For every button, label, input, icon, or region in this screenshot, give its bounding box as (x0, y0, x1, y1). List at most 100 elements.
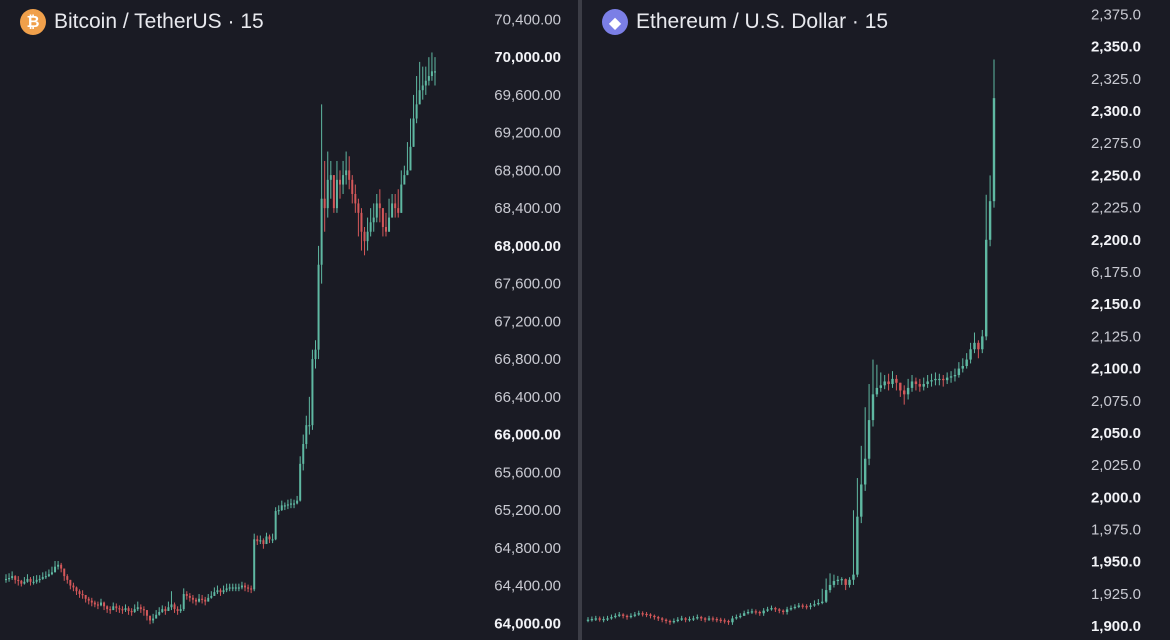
btc-candle (118, 605, 121, 613)
btc-candle-body (381, 208, 384, 228)
btc-candle-body (253, 539, 256, 590)
eth-candle-body (809, 605, 812, 607)
btc-candle-body (375, 203, 378, 218)
btc-candle (427, 57, 430, 86)
eth-candle (754, 609, 758, 615)
btc-candle (381, 208, 384, 237)
btc-candle-body (250, 588, 253, 590)
eth-candle (793, 604, 797, 610)
btc-y-tick-label: 69,600.00 (494, 87, 561, 104)
btc-candle-body (161, 609, 164, 612)
eth-candle-body (918, 384, 922, 387)
btc-candle-body (145, 610, 148, 616)
btc-candle-body (228, 587, 231, 589)
btc-candle-body (210, 595, 213, 598)
eth-y-tick-label: 2,050.0 (1091, 425, 1141, 442)
eth-candle (867, 384, 871, 466)
btc-candle (35, 575, 38, 584)
btc-candle-body (29, 578, 32, 582)
btc-candle (5, 574, 7, 583)
btc-candle (84, 594, 87, 603)
eth-candle-body (621, 614, 625, 616)
btc-candle-body (207, 597, 210, 602)
btc-candle (415, 76, 418, 124)
btc-candle-body (293, 503, 296, 505)
btc-candle (204, 596, 207, 606)
btc-candle (369, 208, 372, 237)
eth-candle (762, 608, 765, 616)
btc-candle-body (213, 592, 216, 596)
btc-candle-body (403, 175, 406, 185)
eth-candle (860, 445, 863, 524)
btc-candle-body (384, 227, 387, 232)
eth-candle (766, 606, 769, 612)
btc-y-tick-label: 66,800.00 (494, 351, 561, 368)
eth-candle (992, 59, 996, 208)
btc-y-tick-label: 68,800.00 (494, 162, 561, 179)
btc-candle (277, 505, 280, 515)
btc-candle-body (427, 76, 430, 81)
eth-candle-body (641, 613, 644, 615)
btc-candle (57, 561, 60, 570)
btc-candle-body (388, 217, 391, 232)
eth-candle-body (750, 611, 754, 613)
btc-candlestick-chart[interactable]: 70,400.00 70,000.00 69,600.00 69,200.00 68,8… (0, 0, 578, 640)
btc-candle-body (308, 425, 311, 427)
btc-candle (332, 175, 335, 213)
btc-candle-body (339, 179, 342, 185)
btc-candle-body (366, 231, 369, 242)
eth-candle (625, 614, 629, 620)
btc-candle-body (133, 609, 136, 612)
btc-candle-body (320, 198, 323, 265)
btc-candle-body (391, 203, 394, 218)
eth-candle-body (981, 336, 984, 350)
btc-candle-body (400, 184, 403, 213)
btc-candle (145, 610, 148, 621)
eth-candle (879, 372, 882, 392)
panel-divider[interactable] (578, 0, 582, 640)
btc-candle-body (93, 602, 96, 605)
btc-candle (339, 170, 342, 199)
eth-candle (938, 373, 941, 386)
btc-chart-panel[interactable]: 70,400.00 70,000.00 69,600.00 69,200.00 68,8… (0, 0, 578, 640)
eth-y-tick-label: 1,975.0 (1091, 522, 1141, 539)
eth-candle (641, 611, 644, 617)
eth-candle (727, 619, 730, 625)
btc-candle-body (139, 607, 142, 610)
btc-candle-body (225, 588, 228, 591)
eth-candle-body (992, 98, 996, 202)
eth-candle (746, 609, 750, 615)
btc-candle-body (342, 175, 345, 185)
btc-candle-body (363, 231, 366, 242)
eth-candle-body (863, 458, 867, 485)
eth-candle (586, 617, 590, 623)
btc-candle (87, 596, 90, 605)
btc-candle (283, 502, 286, 511)
eth-candle (657, 615, 660, 621)
eth-candle-body (696, 617, 699, 619)
btc-y-tick-label: 64,400.00 (494, 578, 561, 595)
btc-candle (69, 579, 72, 590)
eth-candle (863, 407, 867, 491)
eth-candlestick-chart[interactable]: 2,375.0 2,350.0 2,325.0 2,300.0 2,275.0 2,250… (582, 0, 1170, 640)
btc-candle (293, 499, 296, 509)
eth-chart-panel[interactable]: 2,375.0 2,350.0 2,325.0 2,300.0 2,275.0 2,250… (582, 0, 1170, 640)
btc-candle-body (262, 540, 265, 545)
eth-candle-body (840, 579, 843, 581)
btc-candle (8, 573, 11, 582)
btc-candle (142, 606, 145, 616)
btc-candle (329, 160, 332, 199)
btc-candle (384, 212, 387, 237)
eth-candle-body (891, 378, 894, 385)
eth-candle (821, 588, 824, 605)
btc-candle (11, 571, 14, 580)
btc-candle-body (14, 576, 17, 580)
eth-candle (731, 615, 734, 625)
eth-candle-body (852, 574, 855, 580)
btc-candle-body (296, 500, 299, 504)
btc-candle (286, 499, 289, 510)
eth-candle (645, 611, 648, 618)
eth-candle (653, 614, 656, 620)
btc-candle (372, 203, 375, 232)
btc-candle (103, 601, 106, 611)
